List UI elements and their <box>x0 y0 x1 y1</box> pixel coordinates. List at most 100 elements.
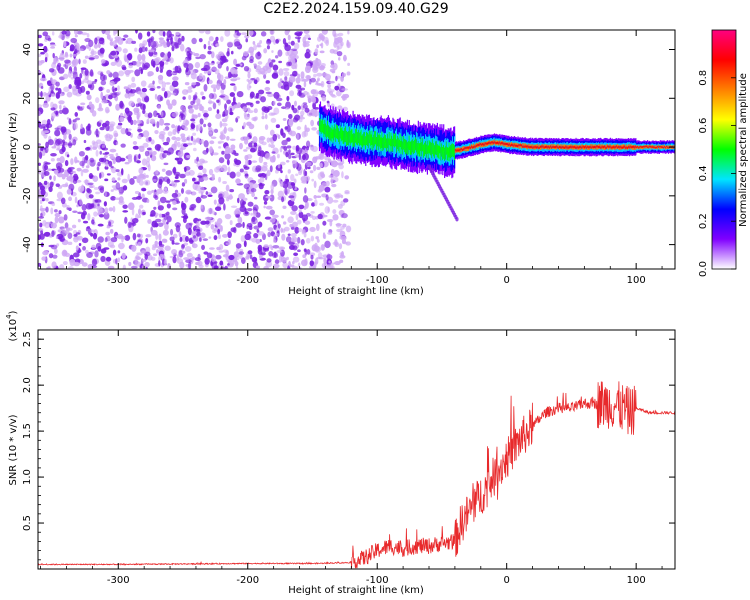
noise-point <box>140 80 147 87</box>
track-cell <box>376 136 378 151</box>
track-cell <box>473 143 475 149</box>
noise-point <box>117 85 120 91</box>
track-cell <box>558 146 560 149</box>
noise-point <box>75 117 81 121</box>
noise-point <box>255 100 260 104</box>
noise-point <box>213 235 218 241</box>
noise-point <box>257 51 261 57</box>
noise-point <box>230 67 236 75</box>
noise-point <box>142 130 150 138</box>
noise-point <box>132 232 137 241</box>
track-cell <box>638 146 641 149</box>
noise-point <box>286 181 294 189</box>
noise-point <box>194 61 201 69</box>
track-cell <box>410 141 412 148</box>
noise-point <box>276 249 283 253</box>
noise-point <box>74 196 78 204</box>
noise-point <box>204 257 210 265</box>
noise-point <box>177 161 183 165</box>
noise-point <box>273 233 276 240</box>
noise-point <box>109 148 117 153</box>
noise-point <box>280 181 284 187</box>
track-cell <box>504 142 506 146</box>
noise-point <box>229 92 235 97</box>
noise-point <box>163 44 168 48</box>
noise-point <box>131 40 137 44</box>
noise-point <box>188 52 192 60</box>
track-cell <box>354 137 356 144</box>
noise-point <box>268 61 274 68</box>
noise-point <box>316 72 323 77</box>
noise-point <box>71 224 77 229</box>
track-cell <box>325 123 327 130</box>
noise-point <box>49 43 57 47</box>
noise-point <box>80 67 87 71</box>
noise-point <box>74 76 82 85</box>
noise-point <box>292 70 298 77</box>
noise-point <box>269 35 276 43</box>
noise-point <box>172 200 177 205</box>
noise-point <box>284 30 290 36</box>
noise-point <box>285 101 291 109</box>
noise-point <box>333 170 340 178</box>
noise-point <box>98 102 102 110</box>
noise-point <box>235 222 243 228</box>
noise-point <box>54 139 61 146</box>
noise-point <box>268 143 271 148</box>
track-cell <box>462 148 464 151</box>
track-cell <box>546 145 548 148</box>
snr-y-axis-label: SNR (10 * v/v) <box>8 414 19 485</box>
noise-point <box>197 123 203 132</box>
noise-point <box>119 116 125 123</box>
noise-point <box>233 85 237 92</box>
noise-point <box>319 50 325 54</box>
noise-point <box>243 51 249 57</box>
track-cell <box>374 131 376 145</box>
noise-point <box>238 251 245 255</box>
track-cell <box>369 131 371 145</box>
noise-point <box>40 205 43 212</box>
noise-point <box>269 165 273 173</box>
track-cell <box>360 129 362 143</box>
noise-point <box>150 155 157 162</box>
noise-point <box>136 233 141 238</box>
noise-point <box>259 39 263 44</box>
noise-point <box>177 151 184 158</box>
noise-point <box>84 55 89 59</box>
noise-point <box>317 36 322 42</box>
noise-point <box>288 195 295 199</box>
track-cell <box>565 145 567 148</box>
track-cell <box>474 145 477 148</box>
noise-point <box>225 184 230 192</box>
track-cell <box>446 149 448 156</box>
noise-point <box>50 222 57 229</box>
noise-point <box>158 233 162 241</box>
track-cell <box>637 146 640 149</box>
noise-point <box>125 127 129 135</box>
noise-point <box>281 233 286 241</box>
noise-point <box>162 31 166 37</box>
noise-point <box>103 212 110 220</box>
noise-point <box>63 86 70 93</box>
noise-point <box>49 181 54 188</box>
noise-point <box>156 249 159 254</box>
track-cell <box>356 138 358 145</box>
noise-point <box>338 243 343 250</box>
noise-point <box>312 101 316 110</box>
noise-point <box>197 253 201 260</box>
noise-point <box>257 244 263 252</box>
noise-point <box>60 126 67 133</box>
noise-point <box>340 250 344 257</box>
noise-point <box>54 129 61 137</box>
noise-point <box>270 59 276 63</box>
noise-point <box>266 137 271 143</box>
noise-point <box>158 176 165 183</box>
noise-point <box>282 181 289 189</box>
track-cell <box>431 144 433 159</box>
noise-point <box>264 189 270 195</box>
noise-point <box>84 68 89 76</box>
noise-point <box>305 237 311 244</box>
noise-point <box>277 164 281 169</box>
noise-point <box>112 88 116 94</box>
noise-point <box>138 42 143 49</box>
